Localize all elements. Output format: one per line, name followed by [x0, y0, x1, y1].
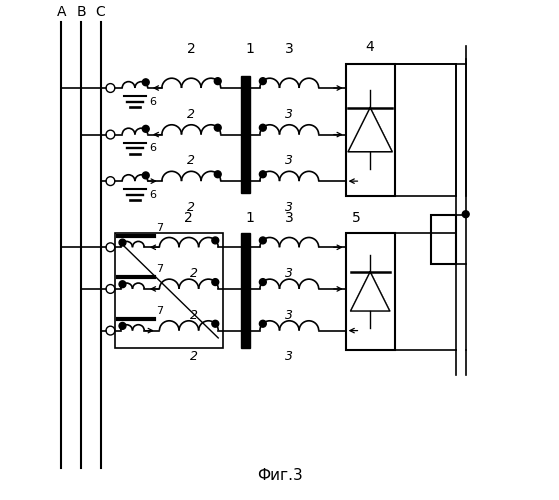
Text: 1: 1: [245, 42, 254, 56]
Text: 3: 3: [285, 350, 293, 363]
Circle shape: [214, 78, 221, 84]
Text: 6: 6: [150, 144, 157, 154]
Text: 1: 1: [245, 211, 254, 225]
Text: 7: 7: [157, 222, 164, 232]
Circle shape: [212, 320, 219, 327]
Polygon shape: [350, 272, 390, 311]
Bar: [115, 232, 223, 348]
Text: 2: 2: [187, 108, 195, 120]
Text: 3: 3: [285, 154, 293, 167]
Circle shape: [214, 124, 221, 131]
Circle shape: [259, 124, 266, 131]
Text: 2: 2: [190, 308, 198, 322]
Circle shape: [119, 281, 126, 287]
Text: 6: 6: [150, 190, 157, 200]
Circle shape: [143, 172, 149, 179]
Circle shape: [259, 171, 266, 177]
Text: 6: 6: [150, 97, 157, 107]
Circle shape: [259, 278, 266, 285]
Text: 3: 3: [285, 42, 293, 56]
Text: 2: 2: [190, 267, 198, 280]
Text: 2: 2: [190, 350, 198, 363]
Text: 3: 3: [285, 211, 293, 225]
Circle shape: [143, 126, 149, 132]
Text: 3: 3: [285, 308, 293, 322]
Text: 2: 2: [184, 211, 193, 225]
Text: 7: 7: [157, 264, 164, 274]
Circle shape: [259, 237, 266, 244]
Text: 2: 2: [187, 200, 195, 213]
Polygon shape: [348, 108, 392, 152]
Circle shape: [259, 78, 266, 84]
Text: 3: 3: [285, 108, 293, 120]
Bar: [241, 76, 250, 194]
Bar: [345, 64, 395, 196]
Circle shape: [462, 211, 469, 218]
Circle shape: [212, 278, 219, 285]
Circle shape: [212, 237, 219, 244]
Text: 2: 2: [187, 42, 196, 56]
Bar: [432, 216, 456, 264]
Text: B: B: [76, 6, 86, 20]
Bar: [345, 232, 395, 350]
Text: 7: 7: [157, 306, 164, 316]
Text: C: C: [96, 6, 106, 20]
Bar: [241, 232, 250, 348]
Text: Фиг.3: Фиг.3: [257, 468, 302, 482]
Text: 3: 3: [285, 200, 293, 213]
Text: 5: 5: [352, 211, 361, 225]
Text: 2: 2: [187, 154, 195, 167]
Circle shape: [143, 79, 149, 86]
Circle shape: [119, 239, 126, 246]
Circle shape: [259, 320, 266, 327]
Text: 4: 4: [366, 40, 375, 54]
Text: A: A: [56, 6, 66, 20]
Text: 3: 3: [285, 267, 293, 280]
Circle shape: [214, 171, 221, 177]
Circle shape: [119, 322, 126, 330]
